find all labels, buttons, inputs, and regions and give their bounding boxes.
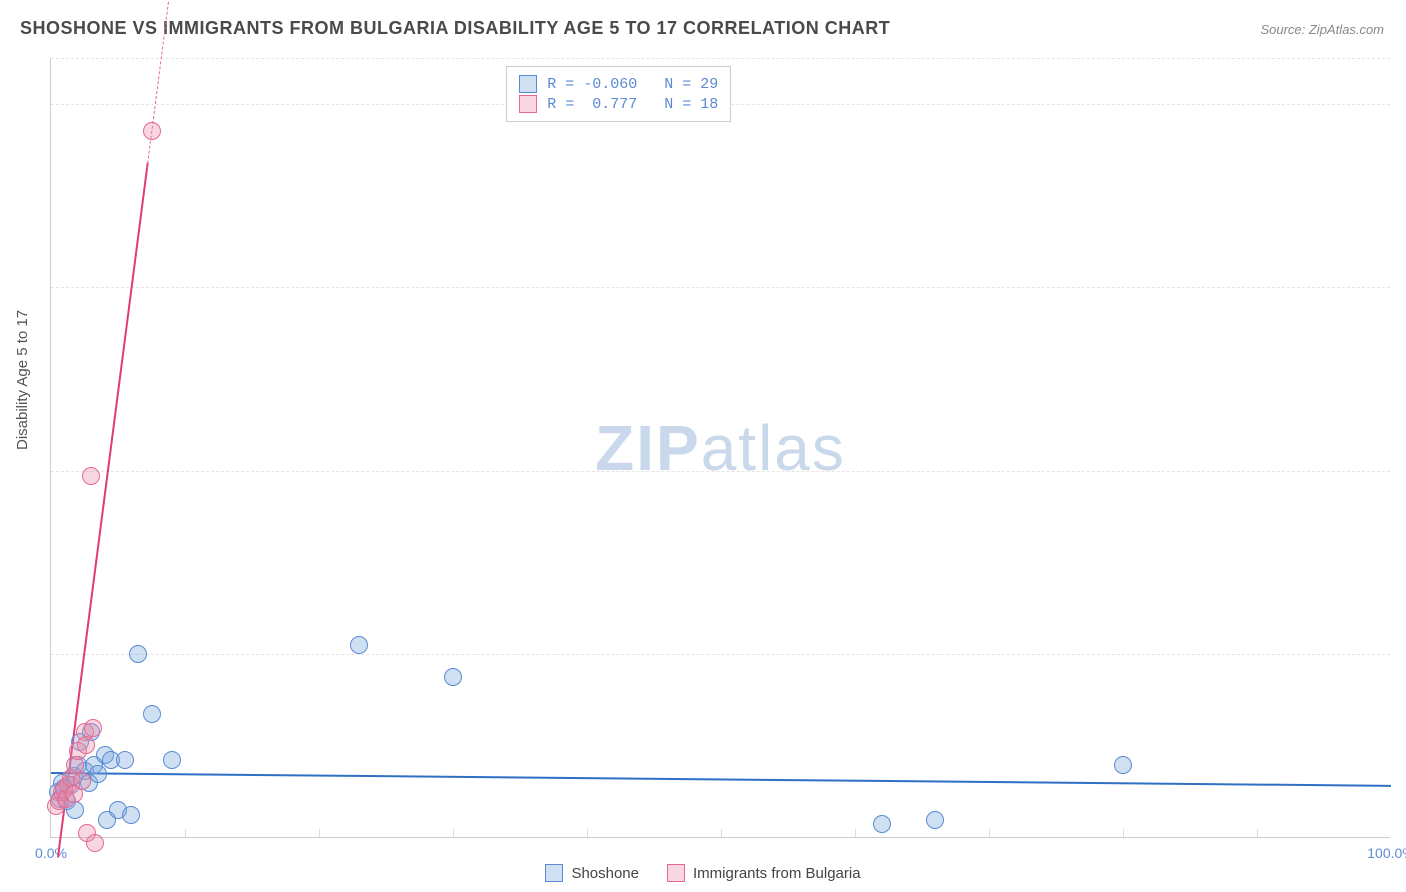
legend-row: R = 0.777 N = 18 [519,95,718,113]
y-tick-label: 60.0% [1395,279,1406,295]
gridline-h [51,471,1390,472]
series-legend: Shoshone Immigrants from Bulgaria [0,864,1406,886]
data-point [77,736,95,754]
data-point [122,806,140,824]
source-attribution: Source: ZipAtlas.com [1260,22,1384,37]
x-tick [453,829,454,837]
x-tick [1257,829,1258,837]
data-point [84,719,102,737]
data-point [163,751,181,769]
x-tick [989,829,990,837]
gridline-h [51,58,1390,59]
chart-title: SHOSHONE VS IMMIGRANTS FROM BULGARIA DIS… [20,18,890,39]
data-point [444,668,462,686]
data-point [350,636,368,654]
x-tick-label: 0.0% [35,845,67,861]
x-tick [721,829,722,837]
data-point [73,772,91,790]
y-tick-label: 20.0% [1395,646,1406,662]
watermark: ZIPatlas [595,411,846,485]
x-tick [185,829,186,837]
legend-swatch [519,75,537,93]
legend-swatch [519,95,537,113]
data-point [143,705,161,723]
data-point [873,815,891,833]
legend-values: R = 0.777 N = 18 [547,96,718,113]
legend-label: Immigrants from Bulgaria [693,865,861,882]
x-tick [319,829,320,837]
data-point [926,811,944,829]
scatter-plot-area: ZIPatlas 20.0%40.0%60.0%80.0%0.0%100.0%R… [50,58,1390,838]
legend-label: Shoshone [571,865,639,882]
correlation-legend: R = -0.060 N = 29 R = 0.777 N = 18 [506,66,731,122]
legend-row: R = -0.060 N = 29 [519,75,718,93]
gridline-h [51,287,1390,288]
legend-item: Shoshone [545,864,639,882]
x-tick [1123,829,1124,837]
y-tick-label: 40.0% [1395,463,1406,479]
data-point [116,751,134,769]
data-point [1114,756,1132,774]
legend-swatch [545,864,563,882]
x-tick-label: 100.0% [1367,845,1406,861]
data-point [143,122,161,140]
y-tick-label: 80.0% [1395,96,1406,112]
x-tick [587,829,588,837]
data-point [86,834,104,852]
legend-values: R = -0.060 N = 29 [547,76,718,93]
x-tick [855,829,856,837]
data-point [82,467,100,485]
data-point [129,645,147,663]
gridline-h [51,654,1390,655]
data-point [89,765,107,783]
trend-line [51,772,1391,787]
legend-swatch [667,864,685,882]
y-axis-title: Disability Age 5 to 17 [14,310,31,450]
legend-item: Immigrants from Bulgaria [667,864,861,882]
